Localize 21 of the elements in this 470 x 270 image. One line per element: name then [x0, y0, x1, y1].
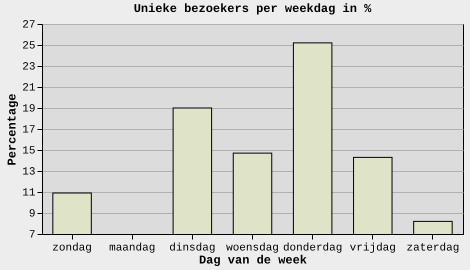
- x-tick-label: zaterdag: [406, 242, 460, 254]
- x-tick-label: zondag: [52, 242, 92, 254]
- x-tick-label: vrijdag: [350, 242, 396, 254]
- x-tick-label: woensdag: [226, 242, 279, 254]
- y-tick-label: 27: [22, 20, 36, 32]
- y-tick-label: 17: [22, 124, 36, 136]
- y-tick-label: 7: [28, 230, 36, 242]
- y-tick-label: 25: [22, 40, 36, 52]
- y-tick-label: 23: [22, 62, 36, 74]
- x-tick-label: dinsdag: [169, 242, 216, 254]
- y-axis-title: Percentage: [5, 93, 20, 166]
- y-tick-label: 11: [22, 188, 36, 200]
- x-axis-title: Dag van de week: [198, 254, 308, 268]
- x-tick-label: maandag: [109, 242, 156, 254]
- y-tick-label: 9: [28, 208, 36, 220]
- y-tick-label: 15: [22, 146, 36, 158]
- y-tick-label: 13: [22, 166, 36, 178]
- x-tick-label: donderdag: [282, 242, 342, 254]
- y-tick-label: 21: [22, 82, 36, 94]
- chart-title: Unieke bezoekers per weekdag in %: [134, 2, 372, 16]
- y-tick-label: 19: [22, 104, 36, 116]
